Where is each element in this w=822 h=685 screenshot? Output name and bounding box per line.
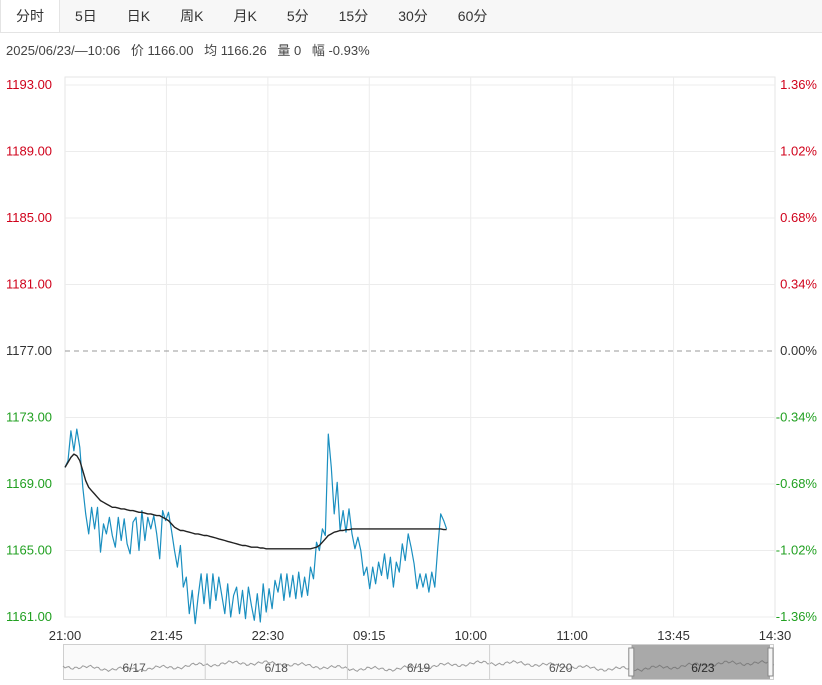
- tab-30min[interactable]: 30分: [398, 8, 428, 24]
- quote-average: 均 1166.26: [204, 43, 267, 58]
- x-tick-label: 10:00: [454, 628, 487, 643]
- y-tick-label-right: -1.36%: [776, 609, 818, 624]
- y-tick-label-right: 1.36%: [780, 77, 817, 92]
- y-tick-label-left: 1177.00: [6, 343, 52, 358]
- y-tick-label-left: 1181.00: [6, 277, 52, 292]
- y-tick-label-left: 1189.00: [6, 144, 52, 159]
- navigator-handle-left[interactable]: [628, 647, 635, 677]
- tab-60min[interactable]: 60分: [457, 8, 488, 24]
- x-tick-label: 21:45: [150, 628, 183, 643]
- y-tick-label-right: 0.00%: [780, 343, 817, 358]
- tab-intraday[interactable]: 分时: [0, 0, 60, 32]
- y-tick-label-left: 1161.00: [6, 609, 52, 624]
- tab-5min[interactable]: 5分: [286, 8, 309, 24]
- navigator-selection[interactable]: [631, 645, 770, 679]
- y-tick-label-left: 1173.00: [6, 410, 52, 425]
- navigator-date-label: 6/20: [549, 661, 573, 675]
- y-tick-label-right: 1.02%: [780, 144, 817, 159]
- y-tick-label-left: 1193.00: [6, 77, 52, 92]
- y-tick-label-right: 0.34%: [780, 277, 817, 292]
- navigator-date-label-selected: 6/23: [691, 661, 715, 675]
- y-tick-label-right: -0.68%: [776, 476, 818, 491]
- y-tick-label-right: 0.68%: [780, 210, 817, 225]
- quote-change: 幅 -0.93%: [311, 43, 370, 58]
- navigator-date-label: 6/19: [407, 661, 431, 675]
- quote-volume: 量 0: [277, 43, 302, 58]
- tab-monthly-k[interactable]: 月K: [233, 8, 257, 24]
- quote-info-bar: 2025/06/23/—10:06 价 1166.00 均 1166.26 量 …: [6, 40, 377, 59]
- quote-price: 价 1166.00: [130, 43, 194, 58]
- price-series-line: [64, 428, 448, 625]
- tab-weekly-k[interactable]: 周K: [180, 8, 204, 24]
- x-tick-label: 21:00: [49, 628, 82, 643]
- plot-border: [64, 76, 776, 618]
- tab-daily-k[interactable]: 日K: [126, 8, 151, 24]
- x-tick-label: 09:15: [353, 628, 386, 643]
- navigator-date-label: 6/17: [122, 661, 146, 675]
- x-tick-label: 22:30: [252, 628, 285, 643]
- x-tick-label: 11:00: [556, 628, 588, 643]
- y-tick-label-left: 1165.00: [6, 543, 52, 558]
- y-tick-label-left: 1169.00: [6, 476, 52, 491]
- y-tick-label-right: -0.34%: [776, 410, 818, 425]
- chart-period-tabs: 分时 5日 日K 周K 月K 5分 15分 30分 60分: [0, 0, 822, 33]
- tab-15min[interactable]: 15分: [338, 8, 369, 24]
- navigator-handle-right[interactable]: [767, 647, 774, 677]
- average-series-line: [64, 453, 447, 550]
- y-tick-label-left: 1185.00: [6, 210, 52, 225]
- x-tick-label: 14:30: [759, 628, 792, 643]
- x-tick-label: 13:45: [657, 628, 690, 643]
- tab-5day[interactable]: 5日: [75, 8, 97, 24]
- y-tick-label-right: -1.02%: [776, 543, 818, 558]
- navigator-date-label: 6/18: [265, 661, 289, 675]
- quote-datetime: 2025/06/23/—10:06: [6, 43, 121, 58]
